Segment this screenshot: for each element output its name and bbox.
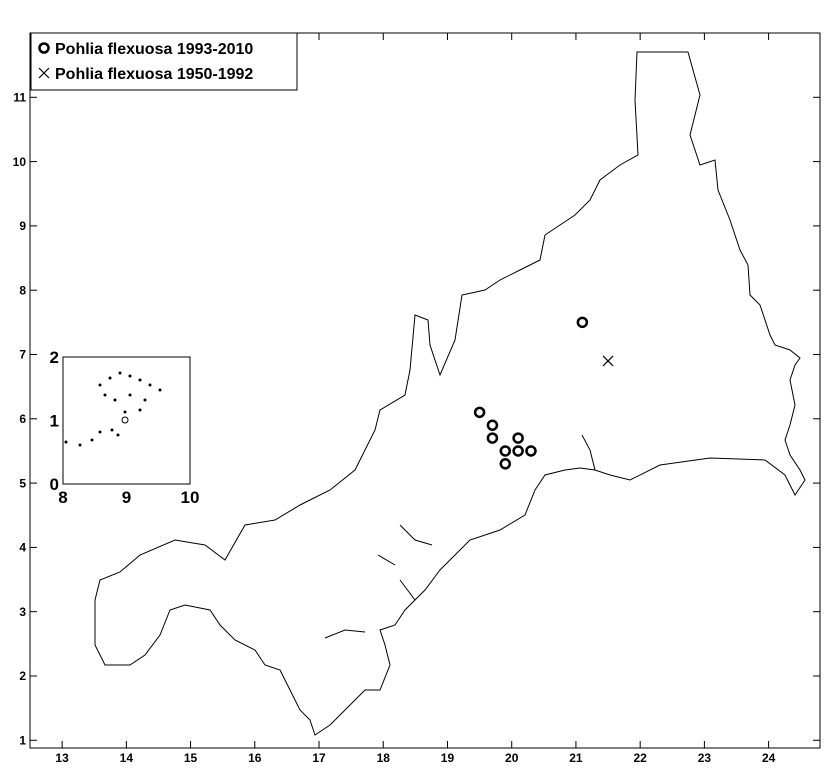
y-tick-label: 2 [19, 669, 26, 683]
plot-frame [29, 32, 821, 749]
estuary [324, 434, 596, 639]
y-tick-label: 2 [50, 348, 59, 367]
circle-marker [486, 419, 499, 431]
x-tick-label: 16 [248, 751, 262, 765]
x-tick-label: 21 [569, 751, 583, 765]
y-tick-label: 11 [13, 90, 26, 104]
y-tick-label: 7 [19, 348, 26, 362]
legend-label: Pohlia flexuosa 1950-1992 [55, 66, 253, 83]
y-tick-label: 8 [19, 283, 26, 297]
legend-label: Pohlia flexuosa 1993-2010 [55, 41, 253, 58]
circle-marker [576, 316, 589, 329]
x-tick-label: 23 [698, 751, 712, 765]
x-tick-label: 20 [505, 751, 519, 765]
y-tick-label: 3 [19, 605, 26, 619]
legend-box [30, 32, 298, 91]
circle-marker [499, 445, 512, 457]
x-tick-label: 10 [181, 488, 200, 507]
cross-marker [38, 67, 50, 79]
circle-marker [512, 432, 524, 444]
circle-marker [38, 42, 50, 54]
circle-marker [473, 406, 486, 419]
cross-marker [602, 355, 614, 367]
y-tick-label: 10 [13, 155, 27, 169]
x-tick-label: 15 [184, 751, 198, 765]
x-tick-label: 18 [377, 751, 391, 765]
inset-islands [64, 371, 162, 447]
x-tick-label: 22 [633, 751, 647, 765]
y-tick-label: 6 [19, 412, 26, 426]
x-tick-label: 24 [762, 751, 776, 765]
y-tick-label: 9 [19, 219, 26, 233]
y-tick-label: 1 [50, 411, 59, 430]
y-tick-label: 5 [19, 476, 26, 490]
circle-marker [499, 458, 512, 470]
x-tick-label: 19 [441, 751, 455, 765]
y-tick-label: 4 [19, 541, 26, 555]
x-tick-label: 17 [312, 751, 326, 765]
coastline [94, 51, 806, 736]
x-tick-label: 14 [120, 751, 134, 765]
x-tick-label: 13 [55, 751, 69, 765]
circle-marker [512, 445, 524, 457]
plot-frame [62, 356, 191, 485]
x-tick-label: 8 [58, 488, 67, 507]
y-tick-label: 0 [50, 475, 59, 494]
circle-marker [525, 445, 537, 457]
y-tick-label: 1 [19, 733, 26, 747]
x-tick-label: 9 [122, 488, 131, 507]
circle-marker [486, 432, 499, 444]
